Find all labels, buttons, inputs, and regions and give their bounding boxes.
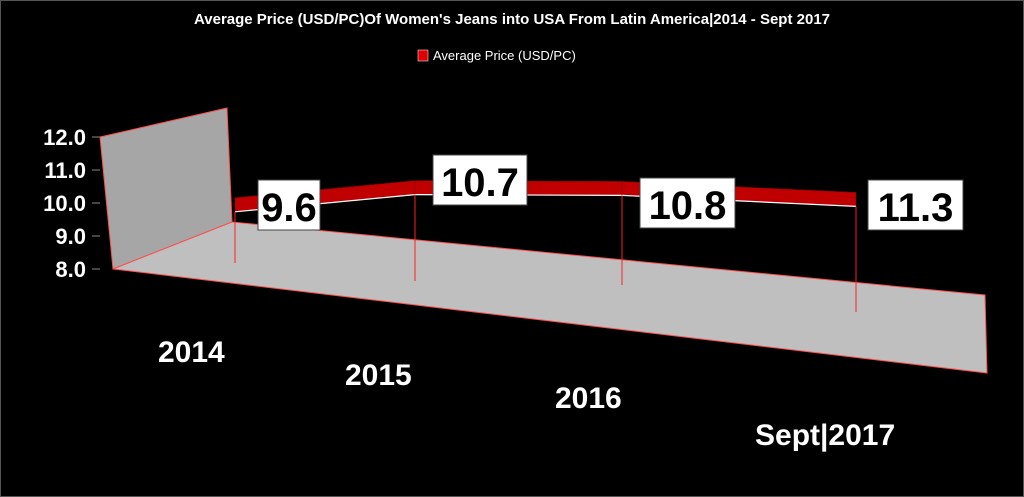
chart-title: Average Price (USD/PC)Of Women's Jeans i… [194, 11, 830, 28]
data-label-box [867, 179, 964, 231]
y-tick-label: 8.0 [55, 257, 86, 282]
x-axis: 2014 2015 2016 Sept|2017 [158, 336, 895, 452]
data-label-box [257, 179, 321, 231]
y-tick-label: 10.0 [43, 191, 86, 216]
data-label-box [639, 177, 736, 229]
y-axis: 12.0 11.0 10.0 9.0 8.0 [43, 125, 100, 282]
y-tick-label: 11.0 [44, 158, 86, 183]
y-tick-label: 12.0 [43, 125, 86, 150]
x-tick-label: 2015 [345, 359, 412, 392]
x-tick-label: 2016 [555, 382, 622, 415]
data-label-box [432, 154, 528, 206]
data-label: 10.7 [441, 161, 519, 205]
legend-swatch [417, 49, 429, 62]
x-tick-label: Sept|2017 [755, 419, 895, 452]
x-tick-label: 2014 [158, 336, 225, 369]
floor [112, 221, 988, 374]
series-marks: 9.6 10.7 10.8 11.3 [234, 154, 964, 312]
y-tick-label: 9.0 [55, 224, 86, 249]
data-label: 9.6 [261, 186, 317, 230]
data-label: 10.8 [649, 184, 727, 228]
legend-label: Average Price (USD/PC) [433, 48, 576, 63]
legend: Average Price (USD/PC) [417, 48, 576, 63]
data-label: 11.3 [878, 186, 954, 230]
